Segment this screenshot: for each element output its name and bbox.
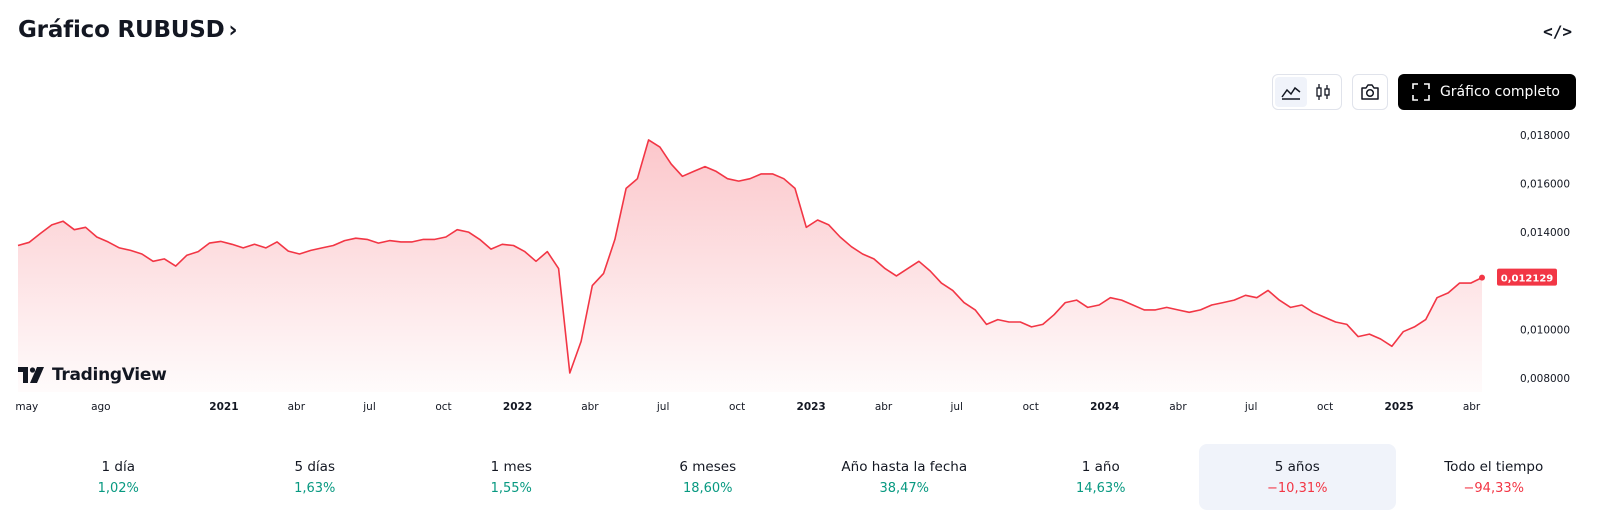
line-chart-button[interactable] xyxy=(1274,77,1307,107)
period-change-value: −10,31% xyxy=(1267,480,1328,496)
x-tick-label: jul xyxy=(1244,401,1258,413)
period-label: Año hasta la fecha xyxy=(841,458,968,475)
period-tab[interactable]: 1 año 14,63% xyxy=(1003,444,1200,510)
x-tick-label: 2025 xyxy=(1385,401,1414,413)
period-tab[interactable]: 1 mes 1,55% xyxy=(413,444,610,510)
chart-toolbar: Gráfico completo xyxy=(1271,74,1576,110)
x-axis: may ago 2021 abr jul oct 2022 abr jul oct 2023 abr j… xyxy=(15,401,1481,413)
tradingview-logo-text: TradingView xyxy=(52,365,167,385)
performance-periods: 1 día 1,02% 5 días 1,63% 1 mes 1,55% 6 meses 18… xyxy=(20,444,1592,510)
y-axis: 0,018000 0,016000 0,014000 0,010000 0,008000 xyxy=(1520,130,1570,385)
line-chart-icon xyxy=(1281,86,1301,100)
period-label: 6 meses xyxy=(679,458,737,475)
price-area-fill xyxy=(18,139,1482,392)
period-change-value: 1,02% xyxy=(97,480,139,496)
period-tab[interactable]: Año hasta la fecha 38,47% xyxy=(806,444,1003,510)
chart-title[interactable]: Gráfico RUBUSD xyxy=(18,16,225,43)
x-tick-label: jul xyxy=(949,401,963,413)
period-tab[interactable]: Todo el tiempo −94,33% xyxy=(1396,444,1593,510)
x-tick-label: 2024 xyxy=(1090,401,1119,413)
last-price-badge xyxy=(1497,268,1557,286)
last-price-label: 0,012129 xyxy=(1497,268,1557,286)
period-change-value: 38,47% xyxy=(879,480,930,496)
period-label: 1 mes xyxy=(490,458,532,475)
period-label: Todo el tiempo xyxy=(1444,458,1544,475)
last-price-text: 0,012129 xyxy=(1501,274,1554,285)
x-tick-label: 2022 xyxy=(503,401,532,413)
period-tab[interactable]: 1 día 1,02% xyxy=(20,444,217,510)
price-line xyxy=(17,139,1483,374)
period-tab[interactable]: 5 años −10,31% xyxy=(1199,444,1396,510)
chevron-right-icon[interactable]: › xyxy=(228,18,238,43)
candlestick-icon xyxy=(1316,84,1330,100)
full-chart-label: Gráfico completo xyxy=(1439,84,1560,100)
x-tick-label: jul xyxy=(362,401,376,413)
candlestick-chart-button[interactable] xyxy=(1307,77,1339,107)
x-tick-label: abr xyxy=(288,401,306,413)
x-tick-label: jul xyxy=(656,401,670,413)
y-tick-label: 0,018000 xyxy=(1520,130,1570,142)
x-tick-label: abr xyxy=(875,401,893,413)
x-tick-label: oct xyxy=(1023,401,1039,413)
period-change-value: 14,63% xyxy=(1075,480,1126,496)
x-tick-label: ago xyxy=(91,401,111,413)
tradingview-logo[interactable]: TradingView xyxy=(18,365,167,385)
chart-area[interactable]: 0,018000 0,016000 0,014000 0,010000 0,008000… xyxy=(0,110,1600,420)
x-tick-label: 2023 xyxy=(797,401,826,413)
x-tick-label: oct xyxy=(435,401,451,413)
y-tick-label: 0,008000 xyxy=(1520,373,1570,385)
x-tick-label: abr xyxy=(1463,401,1481,413)
price-chart[interactable]: 0,018000 0,016000 0,014000 0,010000 0,008000… xyxy=(0,110,1600,420)
camera-icon xyxy=(1361,84,1379,100)
period-label: 1 día xyxy=(101,458,135,475)
y-tick-label: 0,014000 xyxy=(1520,227,1570,239)
period-tab[interactable]: 6 meses 18,60% xyxy=(610,444,807,510)
last-price-dot xyxy=(1479,274,1485,281)
x-tick-label: oct xyxy=(729,401,745,413)
chart-style-group xyxy=(1271,74,1342,110)
full-chart-button[interactable]: Gráfico completo xyxy=(1397,74,1576,110)
x-tick-label: abr xyxy=(1169,401,1187,413)
x-tick-label: 2021 xyxy=(209,401,238,413)
y-tick-label: 0,016000 xyxy=(1520,179,1570,191)
fullscreen-icon xyxy=(1412,83,1430,101)
chart-header[interactable]: Gráfico RUBUSD › xyxy=(18,16,238,44)
period-change-value: −94,33% xyxy=(1463,480,1524,496)
embed-code-button[interactable]: </> xyxy=(1543,22,1572,41)
period-label: 5 años xyxy=(1274,458,1320,475)
period-label: 1 año xyxy=(1081,458,1120,475)
x-tick-label: abr xyxy=(581,401,599,413)
period-tab[interactable]: 5 días 1,63% xyxy=(217,444,414,510)
period-change-value: 1,55% xyxy=(490,480,532,496)
period-change-value: 18,60% xyxy=(682,480,733,496)
x-tick-label: oct xyxy=(1317,401,1333,413)
period-change-value: 1,63% xyxy=(294,480,336,496)
period-label: 5 días xyxy=(294,458,335,475)
screenshot-button[interactable] xyxy=(1351,74,1388,110)
tradingview-logo-icon xyxy=(18,367,44,383)
y-tick-label: 0,010000 xyxy=(1520,324,1570,336)
x-tick-label: may xyxy=(15,401,38,413)
